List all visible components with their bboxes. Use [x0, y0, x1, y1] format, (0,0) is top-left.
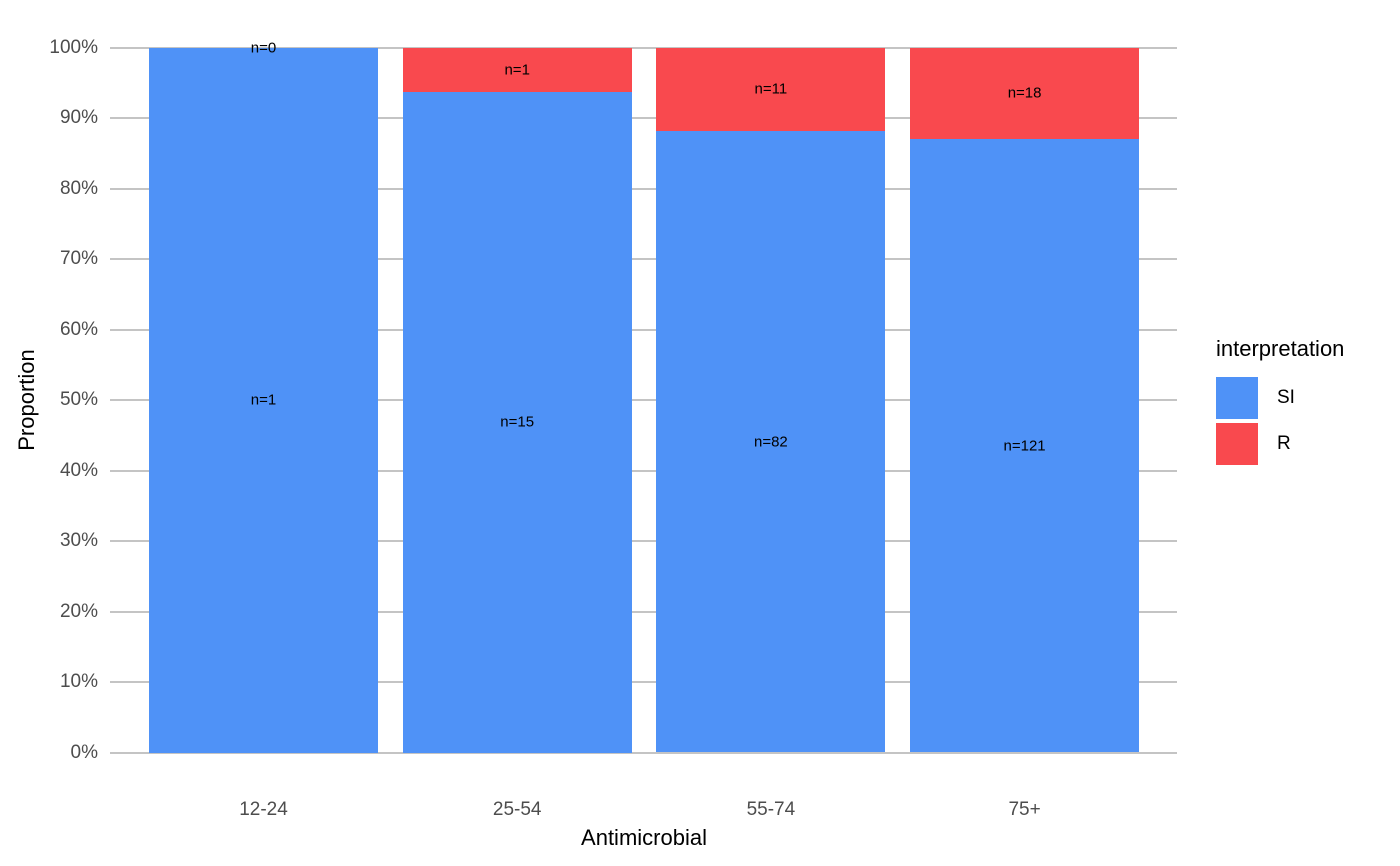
- bar-count-label-r: n=11: [754, 80, 788, 98]
- bar-segment-si: [402, 91, 632, 753]
- x-axis-tick-label: 75+: [1008, 799, 1041, 820]
- gridline: [110, 681, 1177, 683]
- y-axis-tick-label: 60%: [59, 318, 98, 340]
- gridline: [110, 258, 1177, 260]
- bar-segment-r: [910, 47, 1140, 139]
- gridline: [110, 46, 1177, 49]
- gridline: [110, 187, 1177, 190]
- x-axis-tick-label: 55-74: [746, 799, 796, 820]
- gridline: [110, 117, 1177, 119]
- y-axis-tick-label: 90%: [59, 107, 98, 128]
- legend: interpretation SI R: [1216, 336, 1344, 469]
- x-axis-tick-label: 25-54: [492, 799, 542, 820]
- bar-count-label-r: n=0: [250, 39, 277, 56]
- bar-count-label-r: n=18: [1007, 84, 1042, 102]
- y-axis-tick-label: 40%: [59, 459, 98, 481]
- y-axis-tick-label: 50%: [59, 389, 98, 410]
- bar-segment-si: [149, 47, 378, 753]
- bar-count-label-r: n=1: [504, 61, 530, 79]
- gridline: [110, 610, 1177, 613]
- legend-swatch-r: [1216, 423, 1258, 465]
- bar-segment-si: [656, 130, 886, 753]
- y-axis-tick-label: 80%: [59, 177, 98, 199]
- legend-swatch-si: [1216, 377, 1258, 419]
- y-axis-tick-label: 30%: [59, 530, 98, 551]
- gridline: [110, 399, 1177, 401]
- legend-entry-si: SI: [1216, 377, 1344, 419]
- y-axis-tick-label: 10%: [59, 671, 98, 692]
- gridline: [110, 469, 1177, 472]
- y-axis-tick-label: 0%: [70, 741, 98, 763]
- bar-count-label-si: n=121: [1003, 437, 1046, 455]
- gridline: [110, 540, 1177, 542]
- bar-count-label-si: n=1: [250, 391, 277, 409]
- bar-segment-r: [402, 47, 632, 92]
- x-axis-title: Antimicrobial: [581, 825, 707, 850]
- bar-count-label-si: n=15: [500, 413, 535, 431]
- y-axis-tick-label: 20%: [59, 600, 98, 622]
- legend-entry-r: R: [1216, 423, 1344, 465]
- bar-segment-r: [656, 47, 886, 131]
- y-axis-tick-label: 100%: [49, 36, 98, 58]
- y-axis-tick-label: 70%: [59, 248, 98, 269]
- x-axis-tick-label: 12-24: [239, 799, 288, 820]
- bar-count-label-si: n=82: [753, 433, 788, 451]
- legend-label-si: SI: [1277, 387, 1295, 408]
- legend-title: interpretation: [1216, 336, 1345, 361]
- legend-label-r: R: [1277, 433, 1291, 454]
- bar-segment-si: [910, 138, 1140, 753]
- gridline: [110, 328, 1177, 331]
- gridline: [110, 751, 1177, 754]
